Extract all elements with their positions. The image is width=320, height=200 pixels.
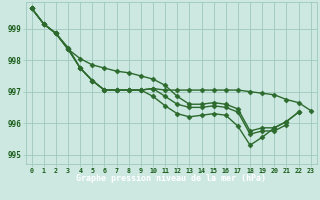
X-axis label: Graphe pression niveau de la mer (hPa): Graphe pression niveau de la mer (hPa) <box>76 174 266 183</box>
